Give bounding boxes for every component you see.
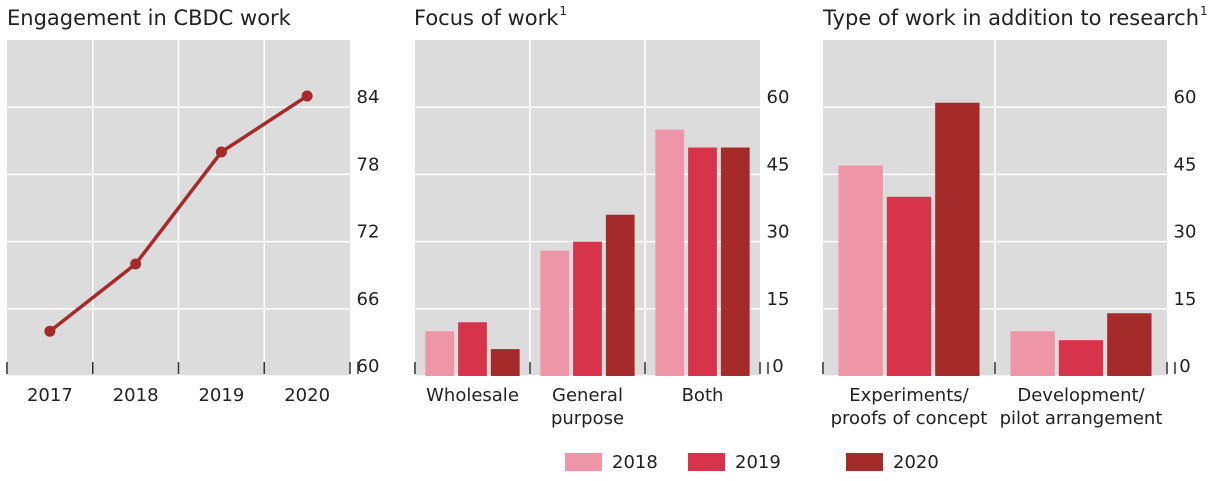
bar-both-2020	[720, 147, 750, 376]
y-tick-label-60: 60	[357, 356, 380, 377]
x-tick-label-line: pilot arrangement	[1000, 408, 1163, 429]
bar-wholesale-2018	[425, 331, 455, 376]
data-point-2019	[215, 146, 227, 158]
x-tick-label-line: purpose	[551, 408, 624, 429]
y-tick-label-78: 78	[357, 154, 380, 175]
x-tick-label-2017: 2017	[27, 385, 73, 406]
panel-3-title-note: 1	[1200, 4, 1208, 18]
y-tick-label-66: 66	[357, 289, 380, 310]
x-tick-label-2018: 2018	[113, 385, 159, 406]
y-tick-label-84: 84	[357, 87, 380, 108]
legend-label-2019: 2019	[735, 451, 781, 473]
bar-wholesale-2020	[490, 349, 520, 376]
bar-development-pilot-arrangement-2018	[1010, 331, 1055, 376]
y-tick-label-30: 30	[767, 222, 790, 243]
x-tick-label-2019: 2019	[198, 385, 244, 406]
bar-general-purpose-2020	[605, 214, 635, 376]
x-tick-label-line: Both	[682, 385, 724, 406]
x-tick-label-line: General	[552, 385, 623, 406]
bar-experiments-proofs-of-concept-2018	[838, 165, 883, 376]
bar-experiments-proofs-of-concept-2020	[935, 102, 980, 376]
y-tick-label-0: 0	[1179, 356, 1190, 377]
legend-swatch-2019	[688, 453, 725, 471]
y-tick-label-30: 30	[1174, 222, 1197, 243]
focus-of-work-bar-chart: 0 15 30 45 60 Wholesale General purpose Both	[414, 40, 790, 429]
panel-2-title: Focus of work1	[414, 4, 567, 30]
bar-experiments-proofs-of-concept-2019	[886, 196, 932, 376]
bar-general-purpose-2018	[540, 250, 570, 376]
y-tick-label-60: 60	[1174, 87, 1197, 108]
panel-2-title-text: Focus of work	[414, 6, 559, 30]
x-tick-label-experiments-proofs-of-concept: Experiments/proofs of concept	[831, 385, 988, 429]
x-tick-label-development-pilot-arrangement: Development/pilot arrangement	[1000, 385, 1163, 429]
panel-3-title: Type of work in addition to research1	[823, 4, 1208, 30]
bar-development-pilot-arrangement-2019	[1058, 340, 1104, 376]
panel-1-title: Engagement in CBDC work	[7, 4, 292, 30]
legend-swatch-2020	[846, 453, 883, 471]
x-tick-label-2020: 2020	[284, 385, 330, 406]
bar-wholesale-2019	[458, 322, 487, 376]
x-tick-label-line: Wholesale	[426, 385, 519, 406]
legend-swatch-2018	[565, 453, 602, 471]
bar-both-2019	[688, 147, 717, 376]
x-tick-label-line: Experiments/	[849, 385, 969, 406]
y-tick-label-15: 15	[767, 289, 790, 310]
panel-3-title-text: Type of work in addition to research	[823, 6, 1200, 30]
type-of-work-bar-chart: 0 15 30 45 60 Experiments/proofs of concept De…	[822, 40, 1197, 429]
x-tick-label-wholesale: Wholesale	[426, 385, 519, 406]
bar-development-pilot-arrangement-2020	[1107, 313, 1152, 376]
bar-both-2018	[655, 129, 685, 376]
y-tick-label-72: 72	[357, 222, 380, 243]
series-line-engagement	[48, 94, 309, 333]
panel-2-title-note: 1	[559, 4, 568, 18]
legend-label-2018: 2018	[612, 451, 658, 473]
x-tick-label-line: proofs of concept	[831, 408, 988, 429]
x-tick-label-both: Both	[682, 385, 724, 406]
legend-item-2019: 2019	[688, 448, 781, 476]
y-tick-label-45: 45	[1174, 154, 1197, 175]
x-tick-label-general-purpose: General purpose	[551, 385, 624, 429]
data-point-2017	[44, 325, 56, 337]
x-tick-label-line: Development/	[1017, 385, 1145, 406]
y-tick-label-15: 15	[1174, 289, 1197, 310]
data-point-2020	[301, 90, 313, 102]
y-tick-label-45: 45	[767, 154, 790, 175]
y-tick-label-0: 0	[772, 356, 783, 377]
legend-item-2020: 2020	[846, 448, 939, 476]
panel-1-title-text: Engagement in CBDC work	[7, 6, 291, 30]
y-tick-label-60: 60	[767, 87, 790, 108]
legend-label-2020: 2020	[893, 451, 939, 473]
legend-item-2018: 2018	[565, 448, 658, 476]
data-point-2018	[130, 258, 142, 270]
engagement-line-chart: 60 66 72 78 84 2017 2018 2019 2020	[6, 40, 380, 406]
bar-general-purpose-2019	[573, 241, 602, 376]
